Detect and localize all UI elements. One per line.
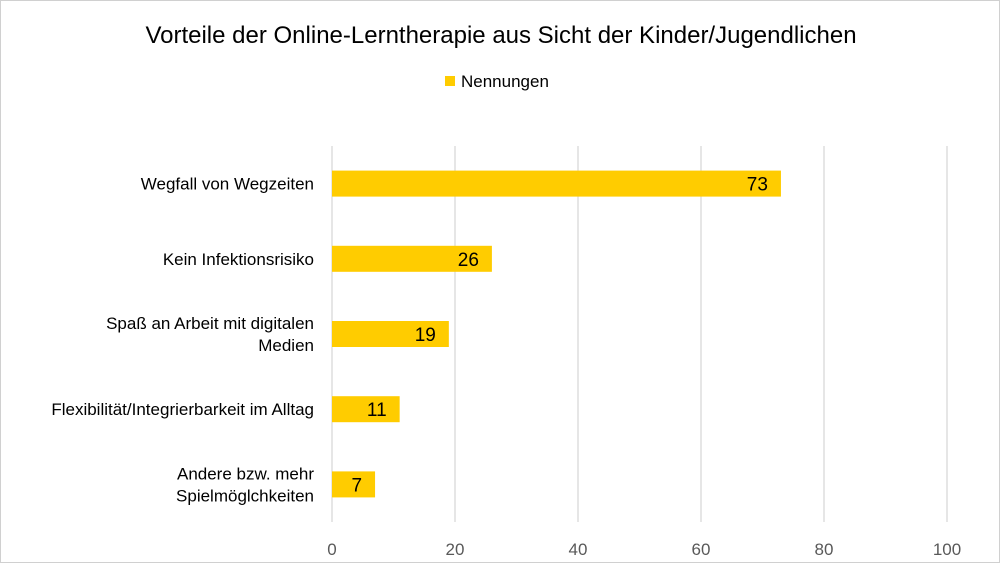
bars: 73 26 19 11 7 [332, 170, 781, 498]
chart-title: Vorteile der Online-Lerntherapie aus Sic… [145, 22, 856, 49]
bar [332, 170, 781, 197]
category-label: Spaß an Arbeit mit digitalen [106, 314, 314, 333]
bar [332, 396, 400, 423]
category-label: Wegfall von Wegzeiten [141, 175, 314, 194]
category-labels: Wegfall von Wegzeiten Kein Infektionsrisi… [51, 175, 314, 506]
category-label: Andere bzw. mehr [177, 464, 314, 483]
data-label: 7 [351, 475, 362, 496]
x-tick-label: 60 [692, 540, 711, 559]
data-label: 73 [747, 175, 768, 196]
bar [332, 471, 376, 498]
data-label: 19 [415, 325, 436, 346]
category-label: Kein Infektionsrisiko [163, 250, 314, 269]
legend: Nennungen [445, 72, 549, 91]
data-label: 26 [458, 250, 479, 271]
x-tick-label: 100 [933, 540, 961, 559]
legend-swatch [445, 76, 455, 86]
x-tick-label: 0 [327, 540, 336, 559]
category-label: Medien [258, 336, 314, 355]
category-label: Flexibilität/Integrierbarkeit im Alltag [51, 400, 314, 419]
x-tick-label: 80 [815, 540, 834, 559]
data-label: 11 [367, 400, 387, 421]
x-tick-label: 20 [446, 540, 465, 559]
bar [332, 245, 492, 272]
x-tick-label: 40 [569, 540, 588, 559]
gridlines [331, 146, 948, 522]
x-axis-ticks: 0 20 40 60 80 100 [327, 540, 961, 559]
category-label: Spielmöglchkeiten [176, 486, 314, 505]
bar [332, 321, 449, 347]
legend-label: Nennungen [461, 72, 549, 91]
